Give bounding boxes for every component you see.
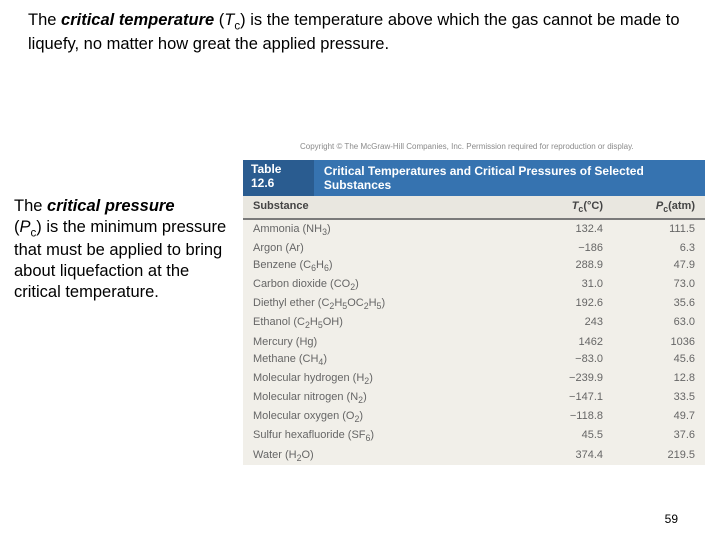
table-row: Ethanol (C2H5OH)24363.0	[243, 314, 705, 333]
text: The	[14, 197, 47, 215]
table-row: Molecular nitrogen (N2)−147.133.5	[243, 389, 705, 408]
copyright-text: Copyright © The McGraw-Hill Companies, I…	[300, 142, 634, 151]
text: (	[214, 11, 224, 29]
cell-pc: 6.3	[603, 242, 695, 254]
cell-pc: 35.6	[603, 297, 695, 311]
table-number: Table 12.6	[243, 160, 314, 196]
cell-substance: Benzene (C6H6)	[253, 259, 493, 273]
cell-substance: Mercury (Hg)	[253, 336, 493, 348]
table-row: Molecular hydrogen (H2)−239.912.8	[243, 369, 705, 388]
cell-substance: Water (H2O)	[253, 449, 493, 463]
cell-substance: Carbon dioxide (CO2)	[253, 278, 493, 292]
table-row: Carbon dioxide (CO2)31.073.0	[243, 276, 705, 295]
cell-pc: 49.7	[603, 410, 695, 424]
table-row: Benzene (C6H6)288.947.9	[243, 256, 705, 275]
cell-substance: Ethanol (C2H5OH)	[253, 316, 493, 330]
symbol-var: T	[224, 11, 234, 29]
cell-pc: 63.0	[603, 316, 695, 330]
column-header-substance: Substance	[253, 200, 493, 214]
table-title-text: Critical Temperatures and Critical Press…	[324, 164, 699, 192]
column-header-pc: Pc(atm)	[603, 200, 695, 214]
table-row: Diethyl ether (C2H5OC2H5)192.635.6	[243, 295, 705, 314]
cell-tc: 1462	[493, 336, 603, 348]
cell-tc: −147.1	[493, 391, 603, 405]
cell-substance: Ammonia (NH3)	[253, 223, 493, 237]
term: critical temperature	[61, 11, 214, 29]
table-row: Sulfur hexafluoride (SF6)45.537.6	[243, 427, 705, 446]
text: The	[28, 11, 61, 29]
cell-pc: 47.9	[603, 259, 695, 273]
table-body: Ammonia (NH3)132.4111.5Argon (Ar)−1866.3…	[243, 220, 705, 465]
cell-substance: Argon (Ar)	[253, 242, 493, 254]
cell-substance: Molecular hydrogen (H2)	[253, 372, 493, 386]
table-row: Argon (Ar)−1866.3	[243, 239, 705, 256]
cell-tc: 374.4	[493, 449, 603, 463]
table-row: Water (H2O)374.4219.5	[243, 446, 705, 465]
symbol-var: P	[20, 218, 31, 236]
table-critical-values: Table 12.6 Critical Temperatures and Cri…	[243, 160, 705, 465]
cell-substance: Molecular nitrogen (N2)	[253, 391, 493, 405]
cell-tc: 192.6	[493, 297, 603, 311]
cell-substance: Methane (CH4)	[253, 353, 493, 367]
cell-pc: 45.6	[603, 353, 695, 367]
cell-pc: 12.8	[603, 372, 695, 386]
table-title-bar: Table 12.6 Critical Temperatures and Cri…	[243, 160, 705, 196]
cell-tc: 132.4	[493, 223, 603, 237]
term: critical pressure	[47, 197, 175, 215]
cell-pc: 111.5	[603, 223, 695, 237]
cell-tc: −239.9	[493, 372, 603, 386]
text: ) is the minimum	[36, 218, 157, 236]
table-row: Ammonia (NH3)132.4111.5	[243, 220, 705, 239]
cell-pc: 37.6	[603, 429, 695, 443]
cell-tc: 288.9	[493, 259, 603, 273]
text: )	[240, 11, 250, 29]
cell-pc: 73.0	[603, 278, 695, 292]
table-row: Methane (CH4)−83.045.6	[243, 350, 705, 369]
cell-tc: 45.5	[493, 429, 603, 443]
cell-pc: 1036	[603, 336, 695, 348]
cell-tc: 243	[493, 316, 603, 330]
cell-tc: −83.0	[493, 353, 603, 367]
page-number: 59	[665, 512, 678, 526]
cell-pc: 33.5	[603, 391, 695, 405]
cell-substance: Molecular oxygen (O2)	[253, 410, 493, 424]
cell-tc: −118.8	[493, 410, 603, 424]
table-row: Mercury (Hg)14621036	[243, 333, 705, 350]
cell-pc: 219.5	[603, 449, 695, 463]
definition-critical-pressure: The critical pressure (Pc) is the minimu…	[14, 196, 232, 302]
table-header-row: Substance Tc(°C) Pc(atm)	[243, 196, 705, 220]
cell-substance: Sulfur hexafluoride (SF6)	[253, 429, 493, 443]
cell-tc: 31.0	[493, 278, 603, 292]
cell-tc: −186	[493, 242, 603, 254]
cell-substance: Diethyl ether (C2H5OC2H5)	[253, 297, 493, 311]
column-header-tc: Tc(°C)	[493, 200, 603, 214]
table-row: Molecular oxygen (O2)−118.849.7	[243, 408, 705, 427]
definition-critical-temperature: The critical temperature (Tc) is the tem…	[28, 10, 700, 56]
